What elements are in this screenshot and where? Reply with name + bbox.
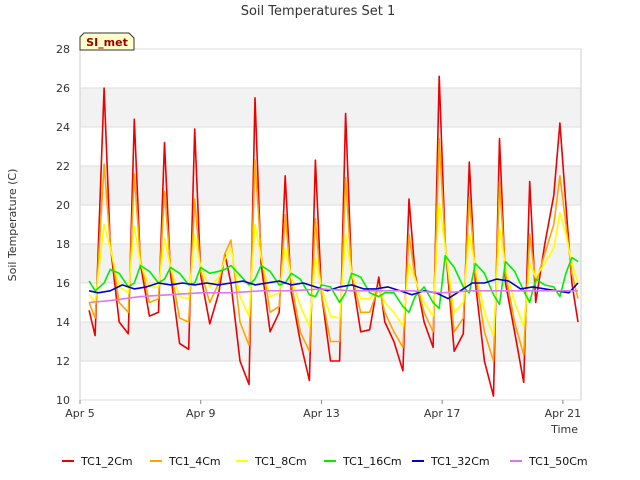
- series-line-tc1-50cm: [89, 288, 578, 304]
- series-line-tc1-4cm: [88, 137, 579, 362]
- station-badge-label: SI_met: [86, 36, 128, 49]
- x-axis: Apr 5 Apr 9 Apr 13 Apr 17 Apr 21: [65, 400, 581, 420]
- y-tick-label: 12: [56, 355, 70, 368]
- legend: TC1_2Cm TC1_4Cm TC1_8Cm TC1_16Cm TC1_32Cm TC1…: [62, 455, 588, 468]
- legend-label: TC1_4Cm: [168, 455, 221, 468]
- station-badge: SI_met: [79, 32, 135, 51]
- x-axis-label: Time: [550, 423, 578, 436]
- legend-label: TC1_50Cm: [528, 455, 588, 468]
- y-axis-label: Soil Temperature (C): [6, 169, 19, 282]
- series-line-tc1-8cm: [88, 202, 579, 337]
- x-tick-label: Apr 9: [186, 407, 216, 420]
- chart-title: Soil Temperatures Set 1: [241, 4, 396, 19]
- station-badge-box: [79, 32, 135, 51]
- plot-band: [80, 166, 581, 205]
- legend-label: TC1_8Cm: [254, 455, 307, 468]
- plot-band: [80, 49, 581, 88]
- x-tick-label: Apr 17: [424, 407, 461, 420]
- y-tick-label: 18: [56, 238, 70, 251]
- x-tick-label: Apr 21: [545, 407, 582, 420]
- y-tick-label: 14: [56, 316, 70, 329]
- legend-label: TC1_2Cm: [80, 455, 133, 468]
- y-tick-label: 24: [56, 121, 70, 134]
- y-tick-label: 10: [56, 394, 70, 407]
- y-tick-label: 26: [56, 82, 70, 95]
- legend-label: TC1_16Cm: [342, 455, 402, 468]
- x-tick-label: Apr 13: [303, 407, 340, 420]
- series-line-tc1-16cm: [88, 254, 579, 314]
- y-tick-label: 28: [56, 43, 70, 56]
- plot-background-bands: [80, 49, 581, 400]
- x-tick-label: Apr 5: [65, 407, 95, 420]
- y-tick-label: 22: [56, 160, 70, 173]
- plot-band: [80, 88, 581, 127]
- y-tick-label: 20: [56, 199, 70, 212]
- plot-band: [80, 205, 581, 244]
- plot-band: [80, 127, 581, 166]
- legend-label: TC1_32Cm: [430, 455, 490, 468]
- plot-band: [80, 361, 581, 400]
- series-lines: [88, 75, 579, 397]
- y-tick-label: 16: [56, 277, 70, 290]
- series-line-tc1-32cm: [88, 278, 579, 300]
